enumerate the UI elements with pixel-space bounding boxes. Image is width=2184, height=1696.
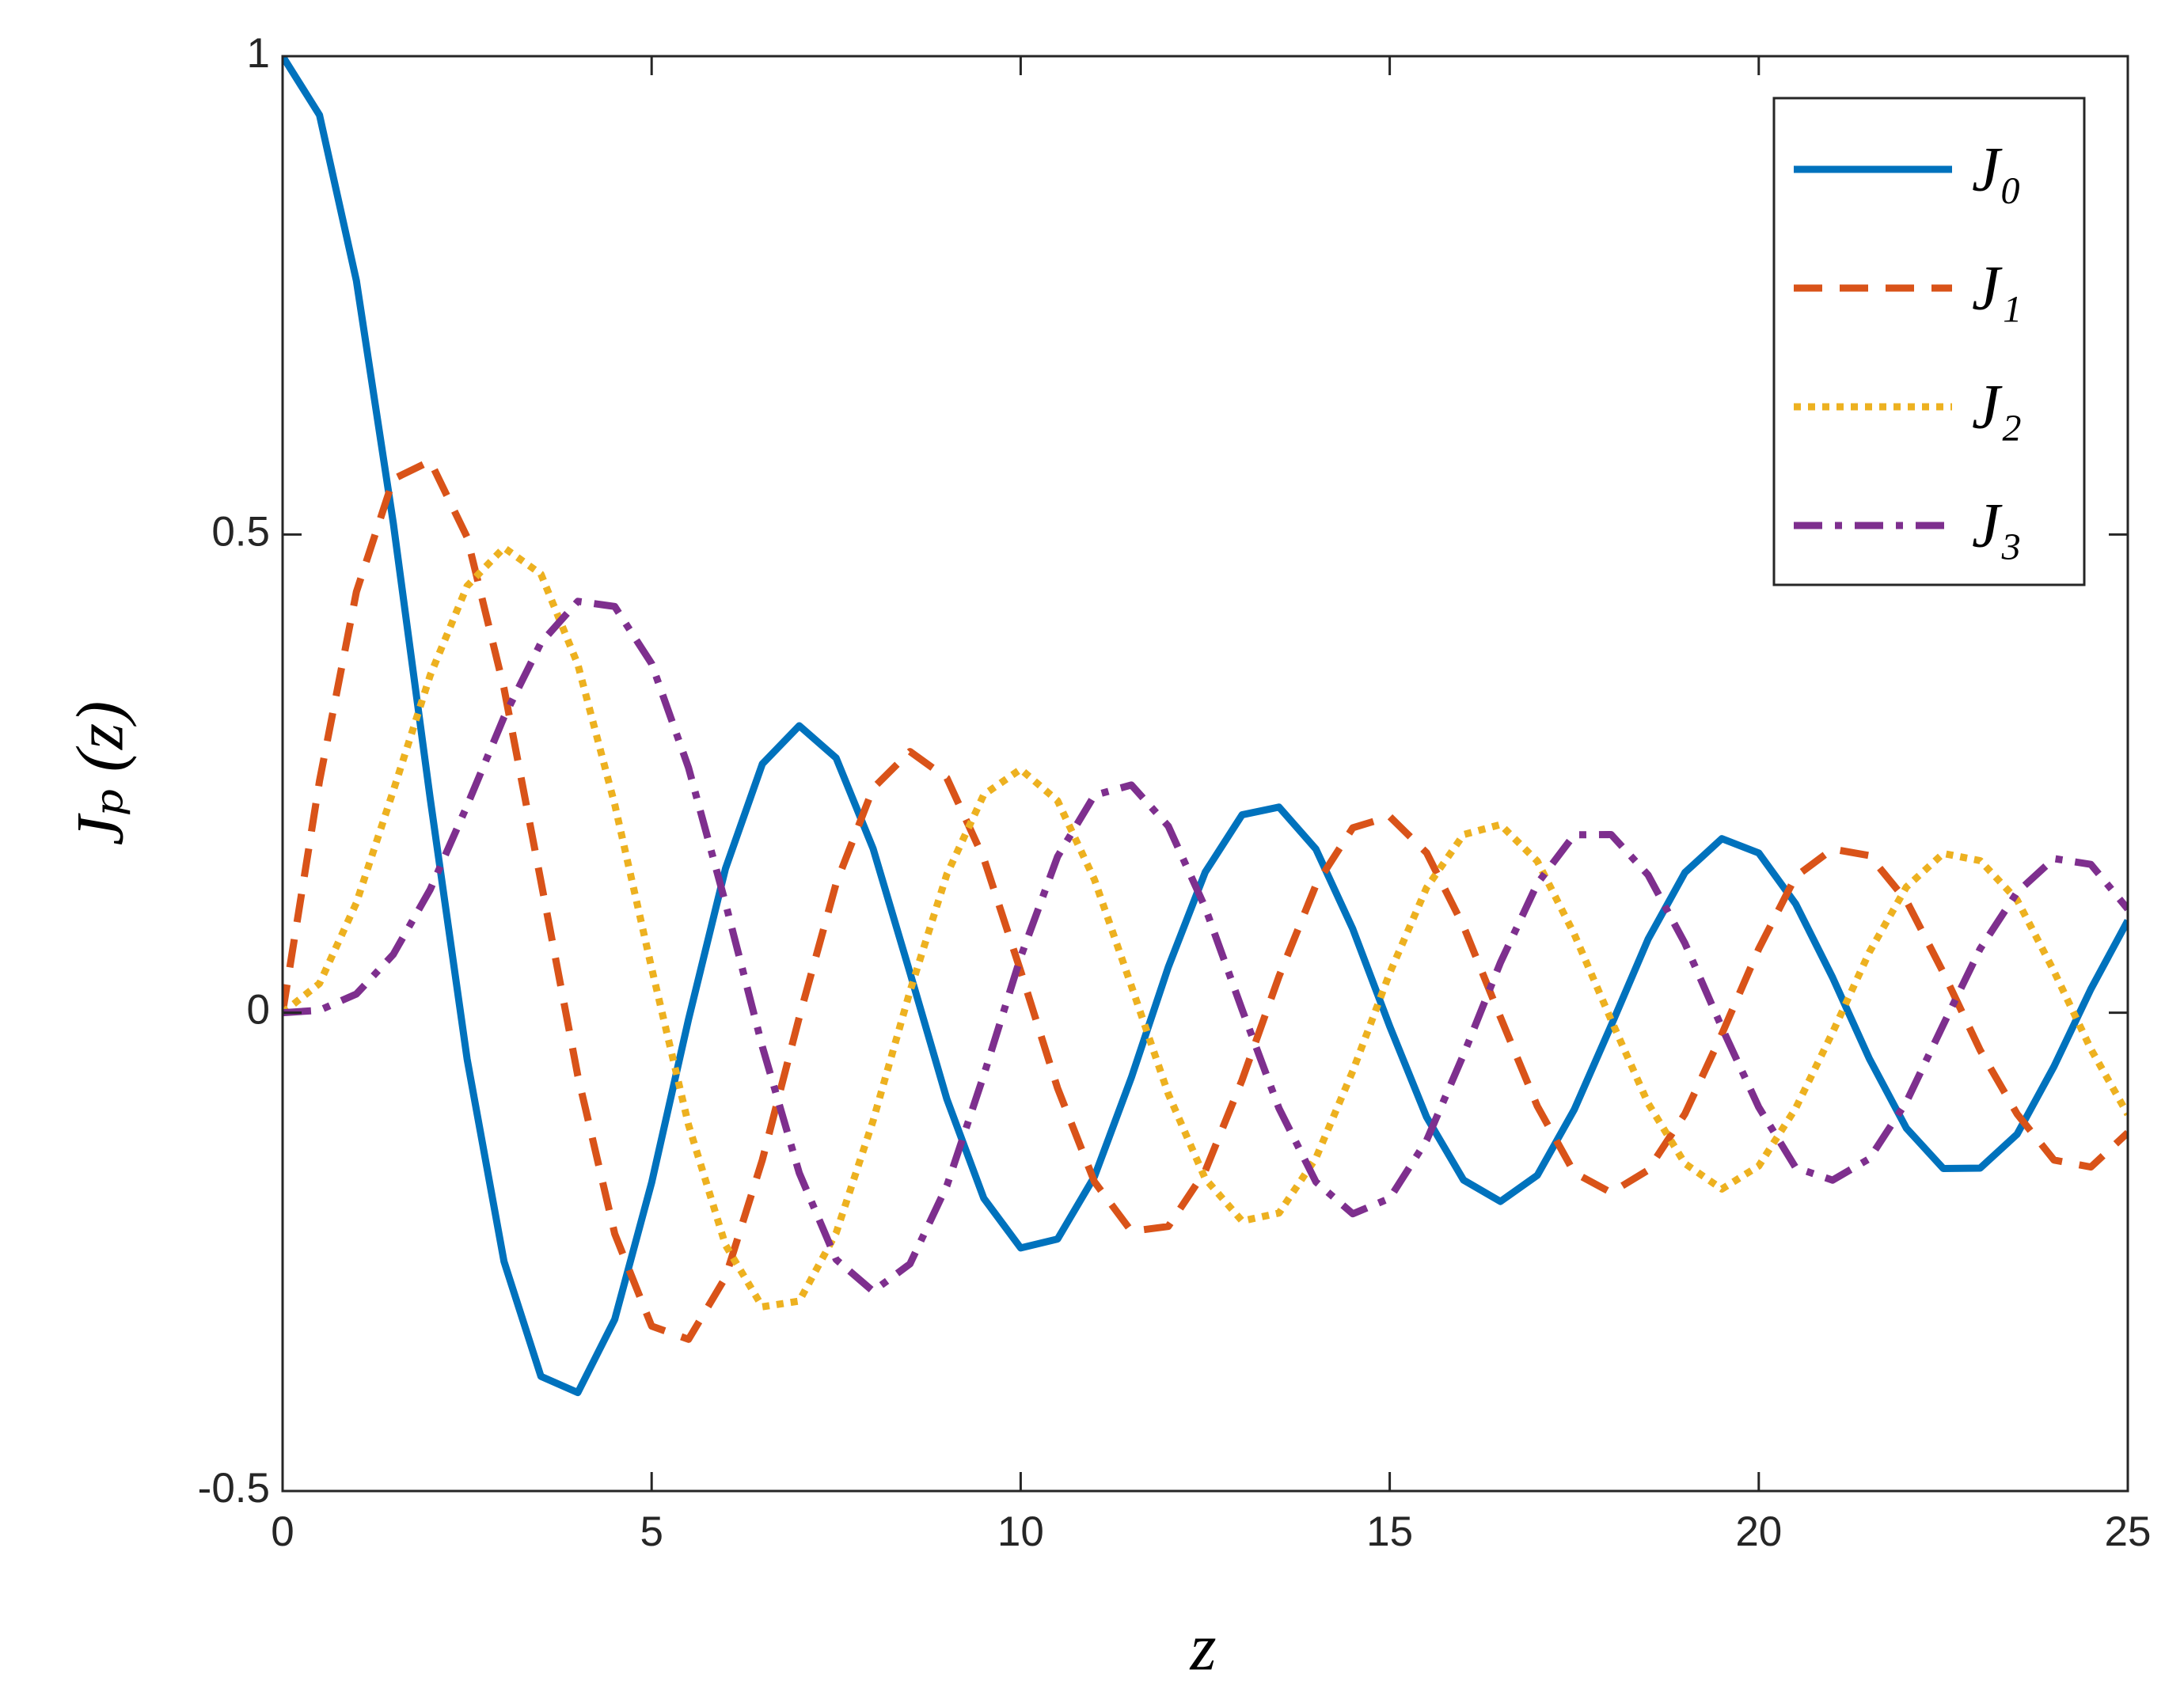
legend-label: J₀: [1972, 135, 2022, 204]
line: [283, 457, 2128, 1343]
x-tick-label: 0: [271, 1508, 294, 1555]
y-axis-label: Jₚ (z): [63, 701, 138, 846]
legend-label: J₁: [1972, 253, 2022, 323]
x-tick-label: 5: [640, 1508, 663, 1555]
x-tick-label: 15: [1366, 1508, 1413, 1555]
x-axis-label: z: [1189, 1611, 1216, 1685]
y-tick-label: -0.5: [198, 1465, 270, 1512]
legend-label: J₂: [1972, 372, 2022, 442]
x-tick-label: 10: [997, 1508, 1044, 1555]
legend-box: [1772, 97, 2086, 586]
legend-label: J₃: [1972, 491, 2022, 560]
axes-box: [281, 55, 2129, 1493]
y-tick-label: 0.5: [211, 508, 270, 555]
x-tick-label: 25: [2105, 1508, 2152, 1555]
line: [283, 56, 2128, 1397]
y-tick-label: 1: [247, 30, 270, 77]
y-tick-label: 0: [247, 987, 270, 1034]
line: [283, 544, 2128, 1311]
x-tick-label: 20: [1735, 1508, 1782, 1555]
